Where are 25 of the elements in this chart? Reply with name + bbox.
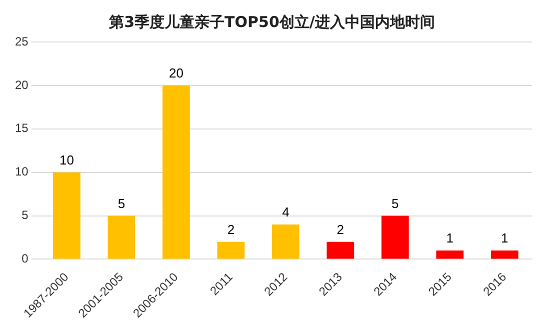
bar bbox=[381, 216, 409, 259]
bar bbox=[108, 216, 136, 259]
y-tick-label: 10 bbox=[14, 164, 29, 179]
data-label: 5 bbox=[392, 196, 399, 211]
data-label: 5 bbox=[118, 196, 126, 211]
data-label: 10 bbox=[59, 152, 74, 168]
data-label: 4 bbox=[282, 204, 290, 220]
data-label: 1 bbox=[501, 230, 508, 246]
bar bbox=[162, 85, 190, 259]
bar bbox=[272, 224, 300, 259]
bar bbox=[217, 242, 245, 259]
bar bbox=[490, 250, 518, 259]
y-tick-label: 20 bbox=[14, 78, 29, 92]
bar bbox=[53, 172, 80, 259]
data-label: 20 bbox=[168, 66, 184, 81]
y-tick-label: 5 bbox=[22, 208, 29, 222]
data-label: 2 bbox=[227, 222, 235, 237]
y-tick-label: 0 bbox=[22, 252, 29, 266]
y-tick-label: 15 bbox=[14, 121, 29, 136]
bar bbox=[326, 242, 354, 259]
bar bbox=[436, 250, 464, 259]
y-tick-label: 25 bbox=[14, 34, 29, 48]
chart-title: 第3季度儿童亲子TOP50创立/进入中国内地时间 bbox=[108, 12, 435, 31]
data-label: 2 bbox=[336, 222, 344, 237]
data-label: 1 bbox=[446, 230, 454, 246]
